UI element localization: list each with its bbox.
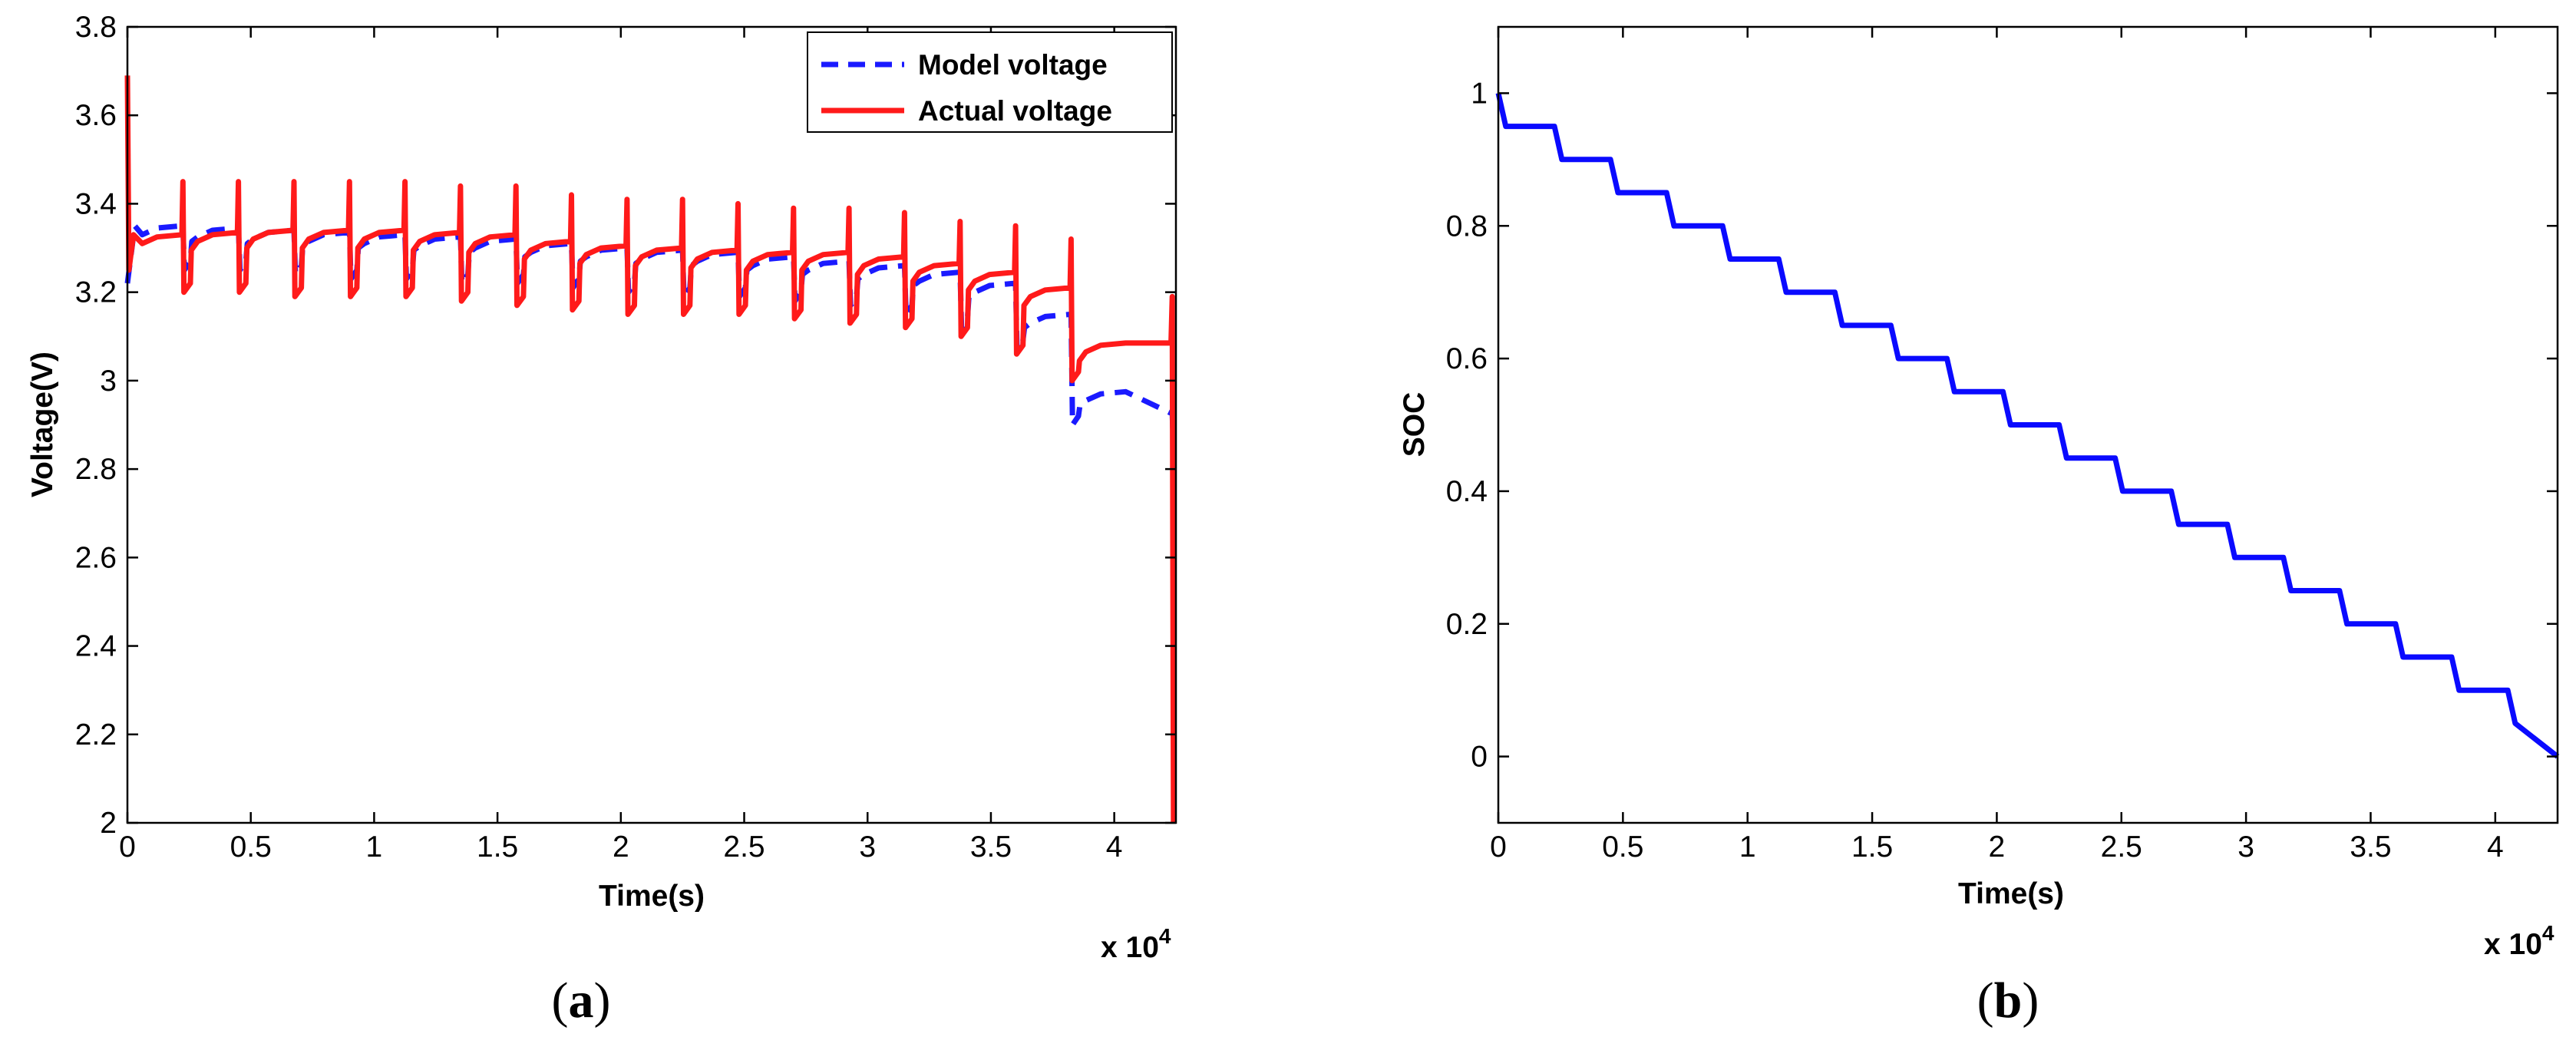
panel-a-xtick-label: 0.5 — [230, 831, 272, 864]
panel-b-plot-frame — [1497, 25, 2559, 824]
panel-a-xtick-label: 0 — [119, 831, 136, 864]
panel-a-ytick-label: 2.6 — [75, 541, 117, 574]
legend-model-voltage-label: Model voltage — [918, 49, 1108, 81]
series-actual-voltage — [124, 75, 1177, 824]
legend-actual-voltage-label: Actual voltage — [918, 95, 1112, 127]
panel-a-ytick-label: 3.2 — [75, 276, 117, 309]
panel-b-ytick-label: 0.6 — [1446, 342, 1488, 375]
panel-b-caption-letter: b — [1994, 973, 2023, 1029]
panel-b-xtick-label: 0.5 — [1602, 831, 1643, 864]
legend-box — [807, 31, 1173, 133]
panel-a-plot-frame — [126, 25, 1177, 824]
panel-b-ytick-label: 1 — [1471, 77, 1488, 110]
panel-b-x-multiplier-exp: 4 — [2542, 921, 2555, 945]
panel-b-ytick-label: 0.4 — [1446, 475, 1488, 508]
panel-b-xtick-label: 4 — [2487, 831, 2504, 864]
panel-b-ylabel: SOC — [1398, 392, 1431, 457]
panel-b-xtick-label: 1.5 — [1851, 831, 1893, 864]
panel-a-xtick-label: 2 — [613, 831, 629, 864]
panel-a-series — [124, 75, 1177, 824]
panel-a-ylabel: Voltage(V) — [26, 352, 59, 497]
panel-b-xtick-label: 3.5 — [2350, 831, 2391, 864]
panel-a: 0 0.5 1 1.5 2 2.5 3 3.5 4 2 2.2 2.4 2.6 2.8 3 3.2 3.4 3.6… — [26, 11, 1177, 1029]
panel-a-xtick-label: 1.5 — [477, 831, 518, 864]
panel-a-caption: (a) — [552, 973, 611, 1029]
panel-b-ytick-label: 0 — [1471, 741, 1488, 774]
panel-a-x-multiplier: x 104 — [1101, 924, 1171, 964]
panel-b-xlabel: Time(s) — [1958, 877, 2064, 910]
panel-b-xtick-label: 2.5 — [2101, 831, 2142, 864]
panel-a-ytick-label: 2 — [100, 807, 117, 840]
panel-a-xtick-label: 3.5 — [970, 831, 1012, 864]
panel-b: 0 0.5 1 1.5 2 2.5 3 3.5 400.20.40.60.81 Time(s) … — [1398, 25, 2560, 1029]
panel-a-ticks: 0 0.5 1 1.5 2 2.5 3 3.5 4 2 2.2 2.4 2.6 2.8 3 3.2 3.4 3.6… — [75, 11, 1176, 864]
panel-a-ytick-label: 3.4 — [75, 187, 117, 220]
panel-b-ytick-label: 0.2 — [1446, 608, 1488, 641]
panel-a-xtick-label: 1 — [366, 831, 383, 864]
panel-a-caption-letter: a — [569, 973, 594, 1029]
panel-b-ytick-label: 0.8 — [1446, 210, 1488, 243]
panel-a-ytick-label: 3 — [100, 365, 117, 398]
panel-a-xlabel: Time(s) — [599, 880, 705, 913]
series-soc — [1495, 92, 2560, 759]
panel-a-ytick-label: 2.4 — [75, 630, 117, 663]
panel-a-ytick-label: 3.6 — [75, 99, 117, 132]
panel-a-x-multiplier-exp: 4 — [1159, 924, 1171, 948]
panel-b-x-multiplier-base: x 10 — [2484, 928, 2542, 961]
panel-a-x-multiplier-base: x 10 — [1101, 931, 1159, 964]
panel-a-xtick-label: 4 — [1106, 831, 1123, 864]
panel-b-series — [1495, 92, 2560, 759]
panel-a-ytick-label: 2.8 — [75, 453, 117, 486]
panel-a-xtick-label: 3 — [859, 831, 876, 864]
panel-a-ytick-label: 3.8 — [75, 11, 117, 44]
panel-b-xtick-label: 3 — [2237, 831, 2254, 864]
panel-b-xtick-label: 1 — [1739, 831, 1756, 864]
panel-b-x-multiplier: x 104 — [2484, 921, 2555, 961]
panel-b-caption: (b) — [1977, 973, 2039, 1029]
panel-a-xtick-label: 2.5 — [723, 831, 765, 864]
panel-a-legend: Model voltage Actual voltage — [807, 31, 1173, 133]
panel-b-xtick-label: 0 — [1490, 831, 1507, 864]
panel-b-xtick-label: 2 — [1989, 831, 2006, 864]
panel-b-ticks: 0 0.5 1 1.5 2 2.5 3 3.5 4 0 0.2 0.4 0.6 0.8 1 — [1446, 27, 2558, 864]
panel-a-ytick-label: 2.2 — [75, 718, 117, 751]
